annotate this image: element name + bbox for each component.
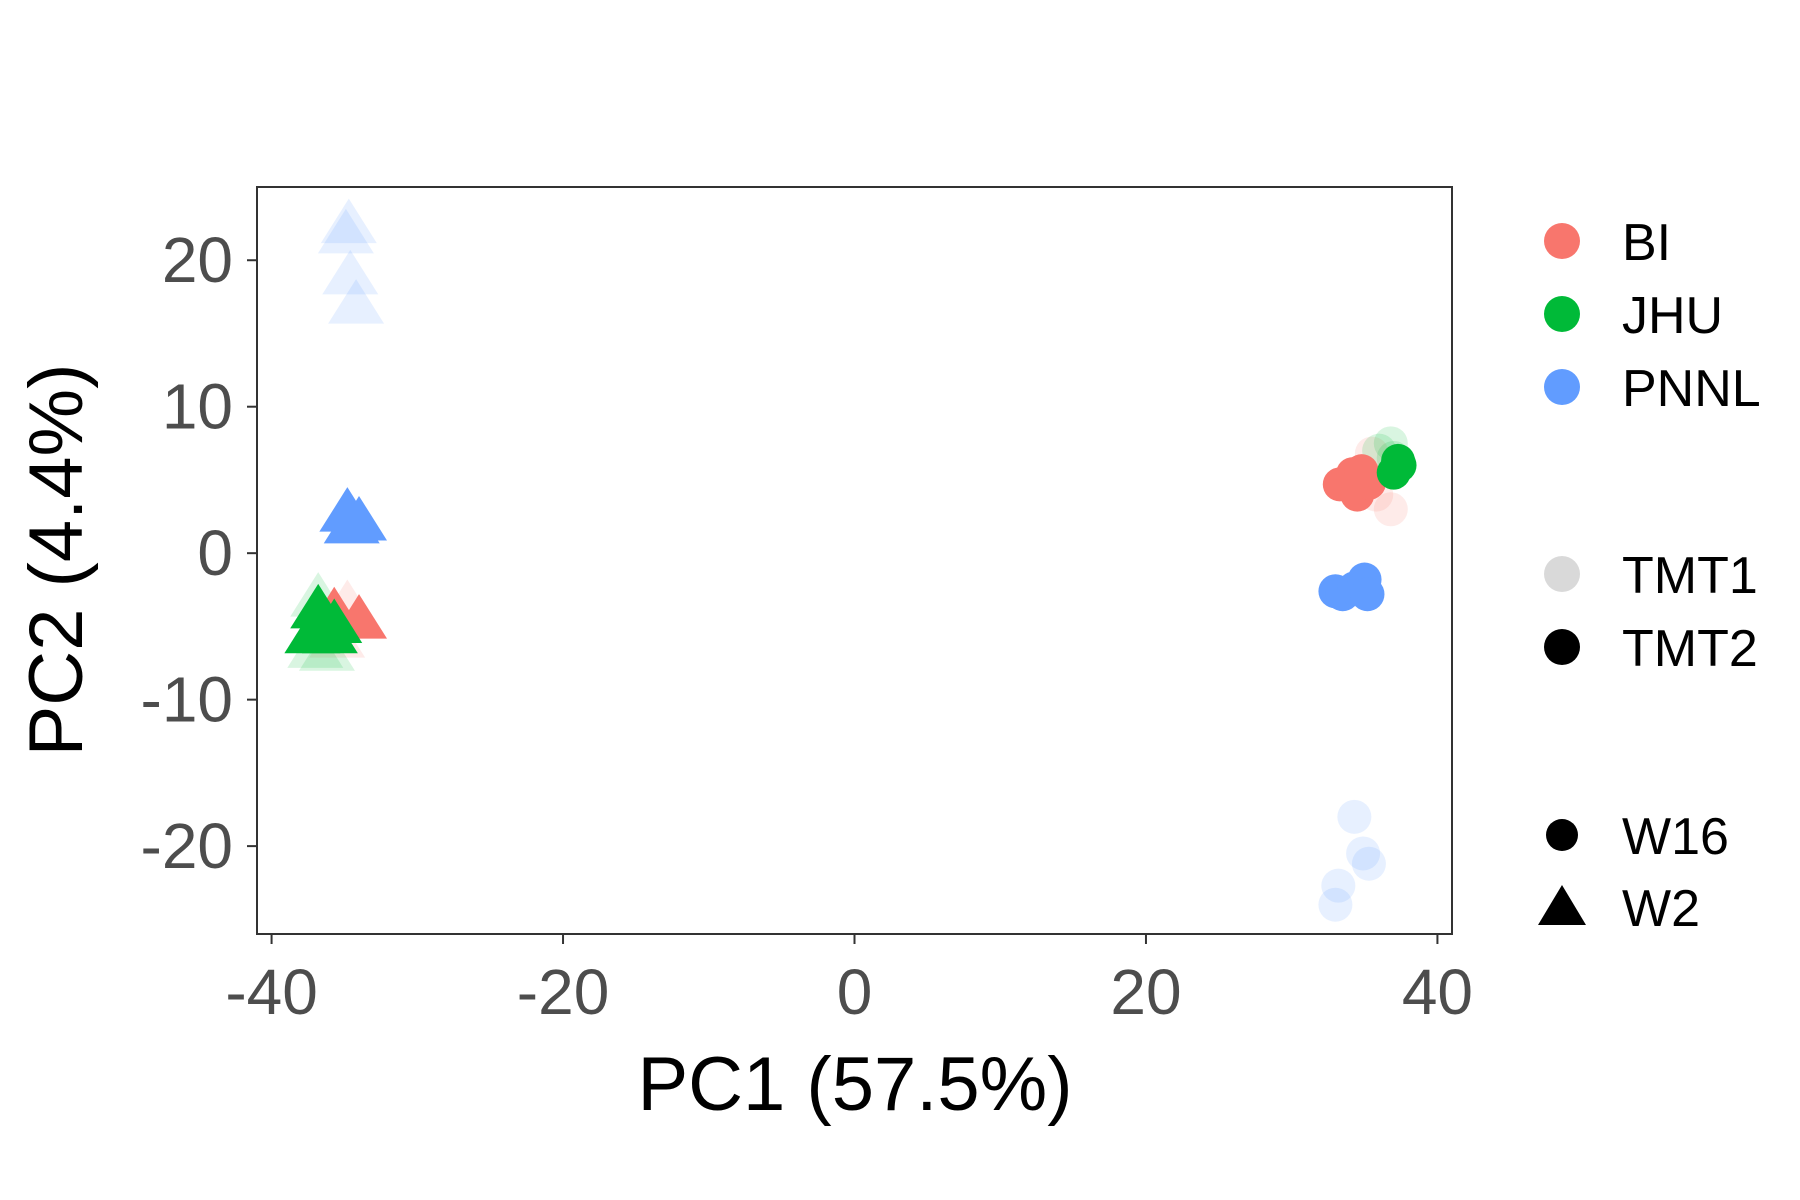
x-tick-label: 0: [837, 956, 873, 1028]
data-point-pnnl-tmt2-w2: [323, 498, 380, 544]
points-layer: [284, 198, 1417, 922]
data-point-bi-tmt2-w16: [1344, 454, 1379, 489]
data-point-pnnl-tmt1-w16: [1318, 887, 1353, 922]
legend-label-tmt2: TMT2: [1622, 620, 1758, 678]
legend-label-tmt1: TMT1: [1622, 547, 1758, 605]
legend-label-w16: W16: [1622, 808, 1729, 866]
legend-key-tmt1: [1544, 556, 1580, 592]
x-tick-label: 40: [1402, 956, 1473, 1028]
data-point-pnnl-tmt1-w16: [1351, 846, 1386, 881]
data-point-jhu-tmt2-w2: [306, 598, 363, 643]
legend-label-pnnl: PNNL: [1622, 360, 1761, 418]
legend-key-w16: [1546, 819, 1578, 851]
legend-key-bi: [1544, 223, 1580, 259]
data-point-pnnl-tmt1-w2: [320, 198, 377, 244]
data-point-bi-tmt1-w16: [1373, 492, 1408, 527]
data-point-pnnl-tmt1-w16: [1337, 799, 1372, 834]
data-point-pnnl-tmt1-w2: [322, 249, 379, 295]
legend-key-w2: [1538, 885, 1586, 925]
data-point-pnnl-tmt2-w16: [1350, 577, 1385, 612]
legend-label-bi: BI: [1622, 214, 1671, 272]
legend-label-w2: W2: [1622, 880, 1700, 938]
x-tick-label: -40: [225, 956, 318, 1028]
data-point-jhu-tmt2-w16: [1382, 448, 1417, 483]
y-tick-label: 0: [197, 517, 233, 589]
y-tick-label: 20: [162, 224, 233, 296]
y-axis-title: PC2 (4.4%): [14, 364, 99, 757]
legend-key-jhu: [1544, 296, 1580, 332]
x-tick-label: -20: [517, 956, 610, 1028]
legend-key-tmt2: [1544, 629, 1580, 665]
data-point-pnnl-tmt1-w16: [1321, 868, 1356, 903]
y-tick-label: 10: [162, 371, 233, 443]
x-tick-label: 20: [1110, 956, 1181, 1028]
y-tick-label: -20: [141, 810, 234, 882]
legend: BI JHU PNNL TMT1 TMT2 W16 W2: [1538, 214, 1761, 938]
y-axis: -20 -10 0 10 20: [141, 224, 257, 882]
legend-label-jhu: JHU: [1622, 287, 1723, 345]
data-point-pnnl-tmt1-w2: [328, 279, 385, 324]
x-axis-title: PC1 (57.5%): [637, 1042, 1072, 1127]
y-tick-label: -10: [141, 664, 234, 736]
data-point-pnnl-tmt1-w16: [1346, 836, 1381, 871]
legend-key-pnnl: [1544, 369, 1580, 405]
data-point-pnnl-tmt1-w2: [317, 208, 374, 254]
x-axis: -40 -20 0 20 40: [225, 934, 1473, 1028]
